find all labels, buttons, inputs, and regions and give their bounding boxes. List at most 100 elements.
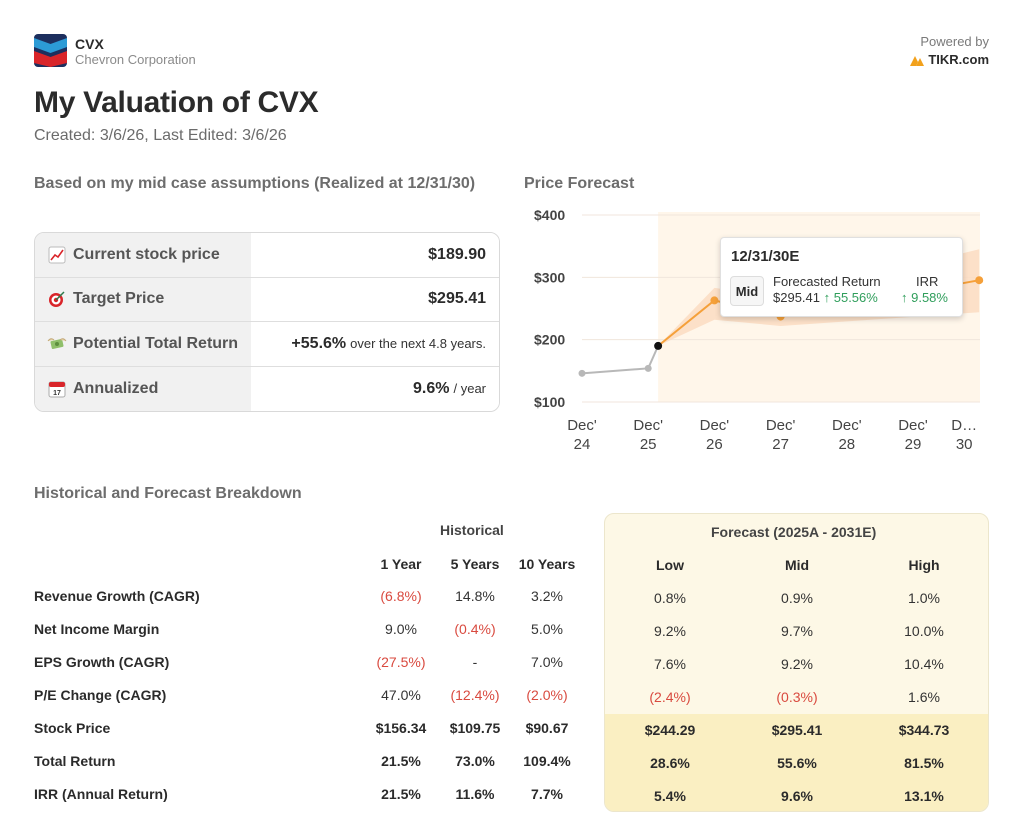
summary-value-suffix: / year [453,381,486,397]
x-tick-label: D… [951,417,977,434]
chart-tooltip: 12/31/30E Mid Forecasted Return $295.41 … [720,237,963,317]
historical-column-header: 5 Years [450,556,500,572]
summary-label: Target Price [73,290,165,308]
historical-cell: (0.4%) [454,621,496,637]
forecast-cell: 13.1% [904,788,944,804]
x-tick-label: 28 [838,436,855,453]
y-tick-label: $100 [534,394,565,410]
money-wings-icon [47,334,67,354]
chart-increasing-icon [47,245,67,265]
forecast-column-header: Mid [784,557,810,573]
forecast-cell: 9.2% [654,623,686,639]
cvx-logo [34,34,67,67]
breakdown-row-label: Revenue Growth (CAGR) [34,588,200,604]
forecast-cell: 10.0% [904,623,944,639]
historical-point [644,364,652,372]
forecast-highlight-band [605,714,988,811]
price-forecast-heading: Price Forecast [524,175,635,192]
forecast-cell: (0.3%) [776,689,818,705]
forecast-cell: 1.0% [908,590,940,606]
tooltip-irr-label: IRR [916,274,939,289]
y-tick-label: $300 [534,269,565,285]
tikr-logo-icon [910,55,925,66]
historical-cell: 73.0% [455,753,495,769]
x-tick-label: 27 [772,436,789,453]
breakdown-row-label: EPS Growth (CAGR) [34,654,170,670]
summary-value: $295.41 [428,290,486,308]
historical-cell: 5.0% [531,621,563,637]
tooltip-irr-value: ↑ 9.58% [901,290,948,305]
breakdown-row-label: Net Income Margin [34,621,160,637]
forecast-cell: 0.8% [654,590,686,606]
historical-cell: (27.5%) [376,654,426,670]
historical-cell: 7.7% [531,786,563,802]
historical-cell: 7.0% [531,654,563,670]
forecast-point [710,296,719,305]
summary-value: 9.6% [413,379,450,397]
historical-cell: 3.2% [531,588,563,604]
x-tick-label: 29 [905,436,922,453]
breakdown-heading: Historical and Forecast Breakdown [34,485,302,502]
forecast-cell: (2.4%) [649,689,691,705]
forecast-column-header: High [908,557,940,573]
historical-cell: 109.4% [523,753,571,769]
summary-row-current-price: Current stock price $189.90 [35,233,499,278]
tikr-brand-label: TIKR.com [928,52,989,67]
tikr-brand[interactable]: TIKR.com [910,52,989,67]
historical-cell: - [472,654,478,670]
forecast-cell: $344.73 [898,722,950,738]
summary-row-target-price: Target Price $295.41 [35,277,499,322]
forecast-cell: $244.29 [644,722,696,738]
historical-cell: 14.8% [455,588,495,604]
x-tick-label: 24 [574,436,591,453]
summary-value: $189.90 [428,245,486,263]
summary-label: Current stock price [73,245,220,263]
powered-by-label: Powered by [920,34,989,49]
summary-row-total-return: Potential Total Return +55.6% over the n… [35,322,499,367]
forecast-cell: 9.7% [781,623,813,639]
summary-label-cell: Current stock price [35,233,251,277]
summary-value-cell: $295.41 [251,277,499,321]
breakdown-row-label: IRR (Annual Return) [34,786,168,802]
x-tick-label: Dec' [898,417,928,434]
forecast-cell: 81.5% [904,755,944,771]
forecast-cell: 9.2% [781,656,813,672]
summary-label-cell: 17 Annualized [35,366,251,411]
x-tick-label: Dec' [700,417,730,434]
y-tick-label: $400 [534,207,565,223]
summary-value-suffix: over the next 4.8 years. [350,336,486,352]
x-tick-label: Dec' [766,417,796,434]
forecast-cell: 5.4% [654,788,686,804]
current-price-point [654,341,663,350]
ticker-symbol: CVX [75,36,104,52]
forecast-cell: 7.6% [654,656,686,672]
forecast-cell: 9.6% [781,788,813,804]
summary-label-cell: Target Price [35,277,251,321]
summary-label: Annualized [73,379,159,397]
x-tick-label: Dec' [633,417,663,434]
forecast-point [975,276,984,285]
historical-cell: (12.4%) [450,687,500,703]
y-tick-label: $200 [534,332,565,348]
target-icon [47,289,67,309]
historical-cell: 11.6% [455,786,495,802]
historical-cell: $156.34 [375,720,427,736]
page-subtitle: Created: 3/6/26, Last Edited: 3/6/26 [34,127,287,144]
x-tick-label: 25 [640,436,657,453]
historical-column-header: 1 Year [380,556,422,572]
forecast-cell: $295.41 [771,722,823,738]
forecast-panel [604,513,989,812]
x-tick-label: 30 [956,436,973,453]
historical-cell: 9.0% [385,621,417,637]
summary-value-cell: +55.6% over the next 4.8 years. [251,322,499,366]
x-tick-label: Dec' [567,417,597,434]
page-title: My Valuation of CVX [34,86,319,119]
tooltip-return-label: Forecasted Return [773,274,881,289]
summary-row-annualized: 17 Annualized 9.6% / year [35,366,499,411]
historical-cell: 47.0% [381,687,421,703]
svg-text:17: 17 [53,390,61,397]
summary-label: Potential Total Return [73,334,239,352]
historical-header: Historical [440,522,504,538]
summary-value-cell: 9.6% / year [251,366,499,411]
breakdown-row-label: P/E Change (CAGR) [34,687,167,703]
